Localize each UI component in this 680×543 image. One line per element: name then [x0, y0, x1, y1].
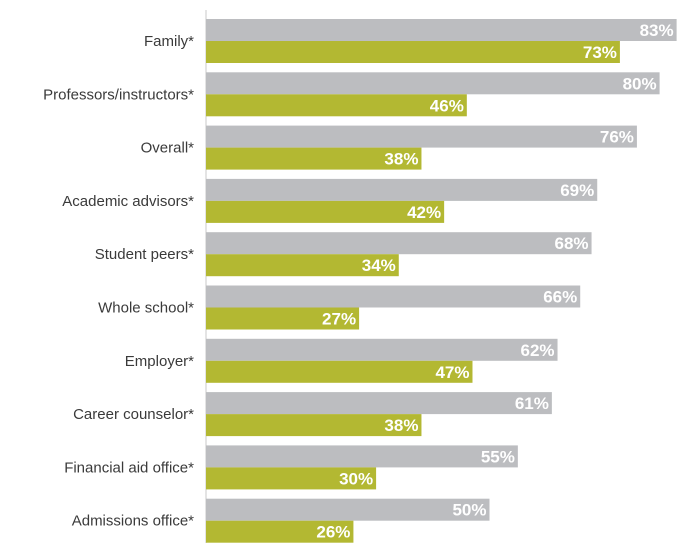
- data-label: 30%: [339, 469, 373, 488]
- category-label: Student peers*: [95, 246, 194, 263]
- bar: [206, 72, 660, 95]
- data-label: 34%: [362, 256, 396, 275]
- bar: [206, 467, 377, 490]
- data-label: 69%: [560, 181, 594, 200]
- category-label: Financial aid office*: [64, 459, 194, 476]
- data-label: 73%: [583, 43, 617, 62]
- bar: [206, 254, 399, 277]
- bar: [206, 125, 637, 148]
- bar: [206, 498, 490, 521]
- bar: [206, 232, 592, 255]
- data-label: 68%: [555, 234, 589, 253]
- category-label: Career counselor*: [73, 406, 194, 423]
- category-label: Employer*: [125, 353, 194, 370]
- data-label: 46%: [430, 96, 464, 115]
- data-label: 42%: [407, 203, 441, 222]
- category-label: Professors/instructors*: [43, 86, 194, 103]
- category-label: Overall*: [141, 140, 195, 157]
- category-label: Academic advisors*: [62, 193, 194, 210]
- category-label: Admissions office*: [72, 513, 194, 530]
- data-label: 55%: [481, 447, 515, 466]
- bar: [206, 338, 558, 361]
- data-label: 27%: [322, 310, 356, 329]
- data-label: 38%: [384, 150, 418, 169]
- data-label: 66%: [543, 288, 577, 307]
- data-label: 61%: [515, 394, 549, 413]
- data-label: 26%: [316, 523, 350, 542]
- bar: [206, 41, 620, 63]
- bar: [206, 178, 598, 201]
- category-label: Whole school*: [98, 300, 194, 317]
- data-label: 80%: [623, 74, 657, 93]
- bar: [206, 147, 422, 170]
- bar: [206, 414, 422, 437]
- data-label: 47%: [435, 363, 469, 382]
- data-label: 62%: [521, 341, 555, 360]
- bar: [206, 285, 581, 308]
- bar: [206, 520, 354, 543]
- category-label: Family*: [144, 33, 194, 50]
- bar: [206, 307, 360, 330]
- bar: [206, 392, 552, 415]
- bar: [206, 360, 473, 383]
- bar: [206, 19, 677, 41]
- data-label: 76%: [600, 128, 634, 147]
- bar: [206, 445, 518, 468]
- data-label: 50%: [452, 501, 486, 520]
- data-label: 83%: [640, 21, 674, 40]
- bar: [206, 94, 467, 117]
- data-label: 38%: [384, 416, 418, 435]
- bar: [206, 200, 445, 223]
- bars-group: Family* 83% 73% Professors/instructors* 80% 4…: [43, 19, 677, 543]
